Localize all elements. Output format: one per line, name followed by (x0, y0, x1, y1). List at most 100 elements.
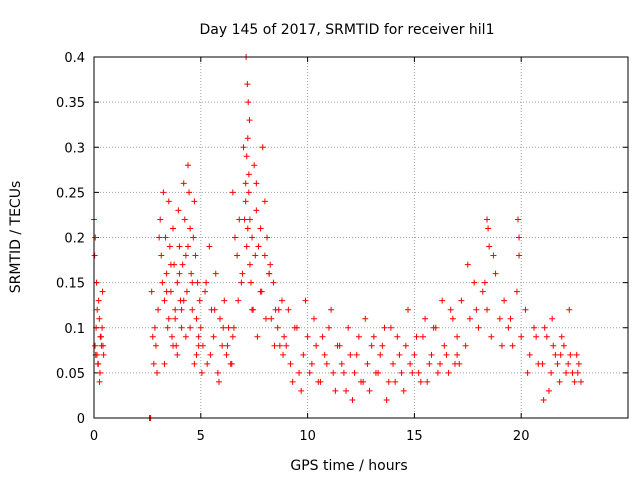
data-point (244, 225, 251, 232)
data-point (193, 351, 200, 358)
data-point (182, 252, 189, 259)
data-point (486, 243, 493, 250)
data-point (236, 216, 243, 223)
data-point (229, 189, 236, 196)
data-point (165, 315, 172, 322)
data-point (165, 198, 172, 205)
data-point (94, 306, 101, 313)
data-point (163, 270, 170, 277)
y-tick-label: 0.15 (56, 277, 85, 292)
data-point (392, 378, 399, 385)
y-tick-label: 0.25 (56, 186, 85, 201)
data-point (522, 306, 529, 313)
data-point (180, 180, 187, 187)
data-point (225, 324, 232, 331)
data-point (186, 189, 193, 196)
data-point (550, 342, 557, 349)
data-point (276, 342, 283, 349)
data-point (191, 198, 198, 205)
data-point (319, 333, 326, 340)
data-point (196, 297, 203, 304)
data-point (246, 216, 253, 223)
x-axis-label: GPS time / hours (290, 458, 407, 474)
data-point (308, 360, 315, 367)
data-point (458, 297, 465, 304)
data-point (172, 306, 179, 313)
data-point (241, 216, 248, 223)
data-point (275, 306, 282, 313)
data-point (404, 306, 411, 313)
data-point (524, 369, 531, 376)
data-point (364, 360, 371, 367)
data-point (162, 234, 169, 241)
data-point (557, 351, 564, 358)
data-point (539, 360, 546, 367)
data-point (184, 243, 191, 250)
data-point (545, 387, 552, 394)
data-point (211, 306, 218, 313)
data-point (300, 351, 307, 358)
data-point (249, 234, 256, 241)
data-point (158, 252, 165, 259)
data-point (271, 342, 278, 349)
data-point (366, 387, 373, 394)
data-point (447, 306, 454, 313)
data-point (170, 342, 177, 349)
data-point (93, 351, 100, 358)
data-point (566, 306, 573, 313)
data-point (199, 342, 206, 349)
data-point (387, 324, 394, 331)
data-point (179, 261, 186, 268)
data-point (443, 351, 450, 358)
data-point (253, 207, 260, 214)
data-point (92, 342, 99, 349)
x-tick-label: 15 (406, 429, 423, 444)
data-point (488, 333, 495, 340)
data-point (338, 360, 345, 367)
data-point (578, 378, 585, 385)
data-point (315, 378, 322, 385)
data-point (166, 243, 173, 250)
data-point (328, 306, 335, 313)
data-point (289, 378, 296, 385)
data-point (150, 360, 157, 367)
data-point (245, 171, 252, 178)
data-point (336, 342, 343, 349)
data-point (509, 342, 516, 349)
data-point (178, 306, 185, 313)
data-point (485, 225, 492, 232)
data-point (228, 360, 235, 367)
data-point (187, 225, 194, 232)
data-point (206, 243, 213, 250)
data-point (531, 324, 538, 331)
data-point (484, 306, 491, 313)
data-point (330, 369, 337, 376)
data-point (255, 243, 262, 250)
data-point (340, 369, 347, 376)
data-point (413, 333, 420, 340)
data-point (428, 351, 435, 358)
data-point (449, 315, 456, 322)
data-point (257, 225, 264, 232)
data-point (554, 360, 561, 367)
data-point (245, 99, 252, 106)
data-point (270, 279, 277, 286)
data-point (268, 315, 275, 322)
data-point (567, 351, 574, 358)
data-point (355, 333, 362, 340)
data-point (560, 342, 567, 349)
data-point (381, 324, 388, 331)
data-point (161, 297, 168, 304)
data-point (246, 261, 253, 268)
data-point (501, 297, 508, 304)
data-point (251, 162, 258, 169)
data-point (244, 135, 251, 142)
data-point (296, 369, 303, 376)
data-point (549, 315, 556, 322)
data-point (184, 162, 191, 169)
data-point (194, 279, 201, 286)
y-tick-label: 0.1 (64, 322, 85, 337)
data-point (163, 288, 170, 295)
data-point (100, 351, 107, 358)
data-point (321, 351, 328, 358)
